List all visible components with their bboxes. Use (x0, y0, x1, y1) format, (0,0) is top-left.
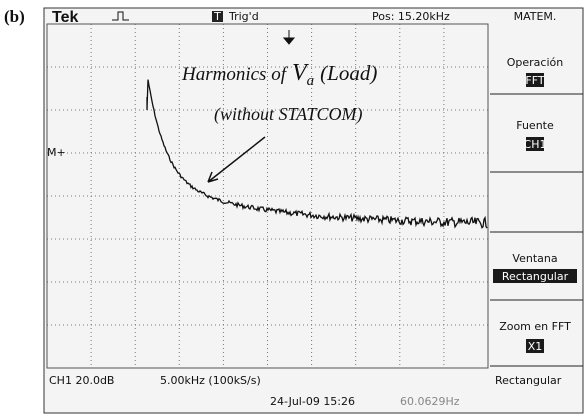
menu-value: CH1 (524, 138, 547, 151)
trigger-icon: T (213, 10, 221, 23)
footer-channel: CH1 20.0dB (49, 374, 114, 387)
footer-window: Rectangular (495, 374, 562, 387)
annotation-subscript: a (307, 73, 315, 89)
menu-label: Operación (507, 56, 564, 69)
footer-timebase: 5.00kHz (100kS/s) (160, 374, 261, 387)
annotation-suffix: (Load) (320, 61, 377, 85)
brand: Tek (52, 9, 78, 26)
screen (44, 8, 583, 413)
footer-datetime: 24-Jul-09 15:26 (270, 395, 355, 408)
figure-label: (b) (4, 7, 25, 26)
menu-label: Ventana (512, 252, 557, 265)
menu-label: Zoom en FFT (499, 320, 571, 333)
trigger-status: Trig'd (228, 10, 259, 23)
menu-value: FFT (525, 74, 544, 87)
annotation-prefix: Harmonics of (181, 64, 289, 85)
menu-title: MATEM. (514, 10, 557, 23)
oscilloscope-screenshot: (b) Tek T Trig'd Pos: 15.20kHz MATEM. M+… (0, 0, 584, 417)
menu-label: Fuente (516, 119, 554, 132)
marker: M+ (47, 146, 66, 159)
position: Pos: 15.20kHz (372, 10, 450, 23)
menu-value: Rectangular (502, 270, 569, 283)
menu-value: X1 (528, 340, 543, 353)
footer-frequency: 60.0629Hz (400, 395, 460, 408)
annotation-line2: (without STATCOM) (214, 104, 363, 125)
